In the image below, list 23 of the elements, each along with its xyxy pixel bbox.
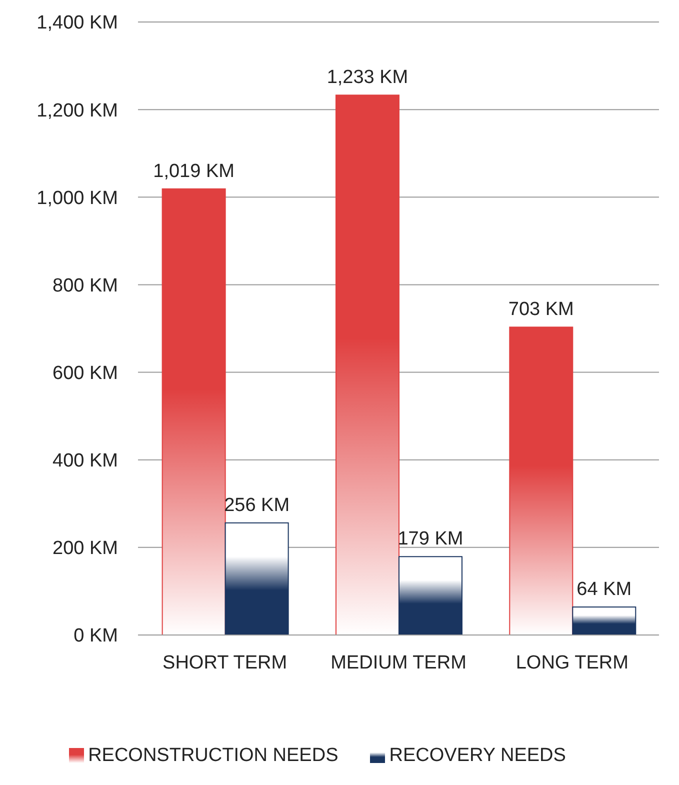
data-label: 1,019 KM (153, 160, 234, 182)
y-tick-label: 600 KM (52, 363, 118, 384)
y-tick-label: 1,200 KM (36, 100, 118, 122)
y-tick-label: 0 KM (74, 626, 118, 647)
y-tick-label: 200 KM (52, 538, 118, 560)
legend-label: RECONSTRUCTION NEEDS (88, 745, 338, 766)
bar (398, 556, 462, 635)
legend-label: RECOVERY NEEDS (389, 745, 566, 766)
data-label: 64 KM (576, 578, 632, 600)
bar (572, 606, 636, 635)
bar (509, 326, 574, 635)
y-tick-label: 1,000 KM (36, 188, 118, 209)
bar (162, 188, 226, 635)
y-tick-label: 400 KM (52, 450, 118, 472)
data-label: 1,233 KM (326, 67, 408, 88)
y-tick-label: 1,400 KM (36, 12, 118, 34)
x-tick-label: MEDIUM TERM (330, 652, 466, 674)
x-tick-label: LONG TERM (516, 652, 628, 674)
bar (224, 522, 289, 635)
data-label: 703 KM (508, 299, 574, 320)
y-tick-label: 800 KM (52, 275, 118, 296)
bar (335, 94, 400, 635)
x-tick-label: SHORT TERM (162, 652, 288, 674)
